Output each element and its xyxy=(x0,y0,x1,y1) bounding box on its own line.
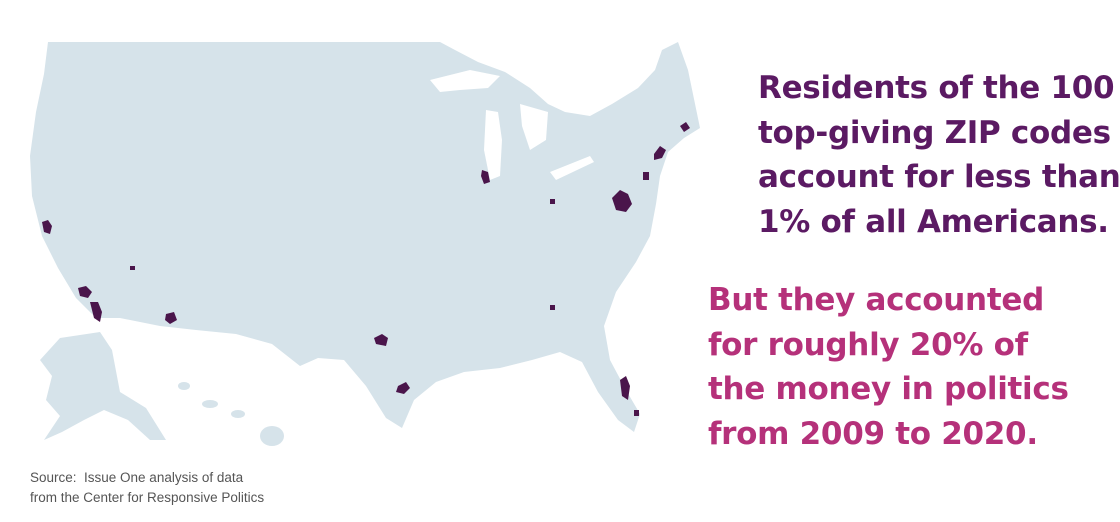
source-line: from the Center for Responsive Politics xyxy=(30,490,265,505)
zip-cluster xyxy=(130,266,135,270)
zip-cluster xyxy=(612,190,632,212)
contrast-line: from 2009 to 2020. xyxy=(708,415,1038,452)
hawaii xyxy=(202,400,218,408)
zip-clusters xyxy=(42,122,690,416)
zip-cluster xyxy=(396,382,410,394)
hawaii xyxy=(178,382,190,390)
zip-cluster xyxy=(643,172,649,180)
zip-cluster xyxy=(550,305,555,310)
lake-erie xyxy=(550,156,594,180)
contiguous-us xyxy=(30,42,700,432)
hawaii xyxy=(231,410,245,418)
lakes xyxy=(430,70,594,180)
statement-line: account for less than xyxy=(758,159,1120,195)
zip-cluster xyxy=(680,122,690,132)
source-line: Source: Issue One analysis of data xyxy=(30,470,244,485)
contrast-line: the money in politics xyxy=(708,371,1069,407)
statement-line: Residents of the 100 xyxy=(758,70,1115,106)
contrast-line: for roughly 20% of xyxy=(708,326,1028,363)
zip-cluster xyxy=(165,312,177,324)
zip-cluster xyxy=(42,220,52,234)
map xyxy=(30,42,700,446)
land xyxy=(30,42,700,446)
statement-line: 1% of all Americans. xyxy=(758,203,1109,240)
lake-michigan xyxy=(484,110,502,180)
source: Source: Issue One analysis of data from … xyxy=(30,468,264,508)
zip-cluster xyxy=(374,334,388,346)
contrast: But they accounted for roughly 20% of th… xyxy=(708,278,1069,456)
hawaii xyxy=(260,426,284,446)
zip-cluster xyxy=(90,302,102,322)
contrast-line: But they accounted xyxy=(708,282,1044,318)
zip-cluster xyxy=(654,146,666,160)
zip-cluster xyxy=(481,170,490,184)
statement: Residents of the 100 top-giving ZIP code… xyxy=(758,66,1120,244)
lake-superior xyxy=(430,70,500,92)
zip-cluster xyxy=(620,376,630,400)
alaska xyxy=(40,332,166,440)
zip-cluster xyxy=(78,286,92,298)
statement-line: top-giving ZIP codes xyxy=(758,114,1111,151)
zip-cluster xyxy=(550,199,555,204)
zip-cluster xyxy=(634,410,639,416)
lake-huron xyxy=(520,104,548,150)
